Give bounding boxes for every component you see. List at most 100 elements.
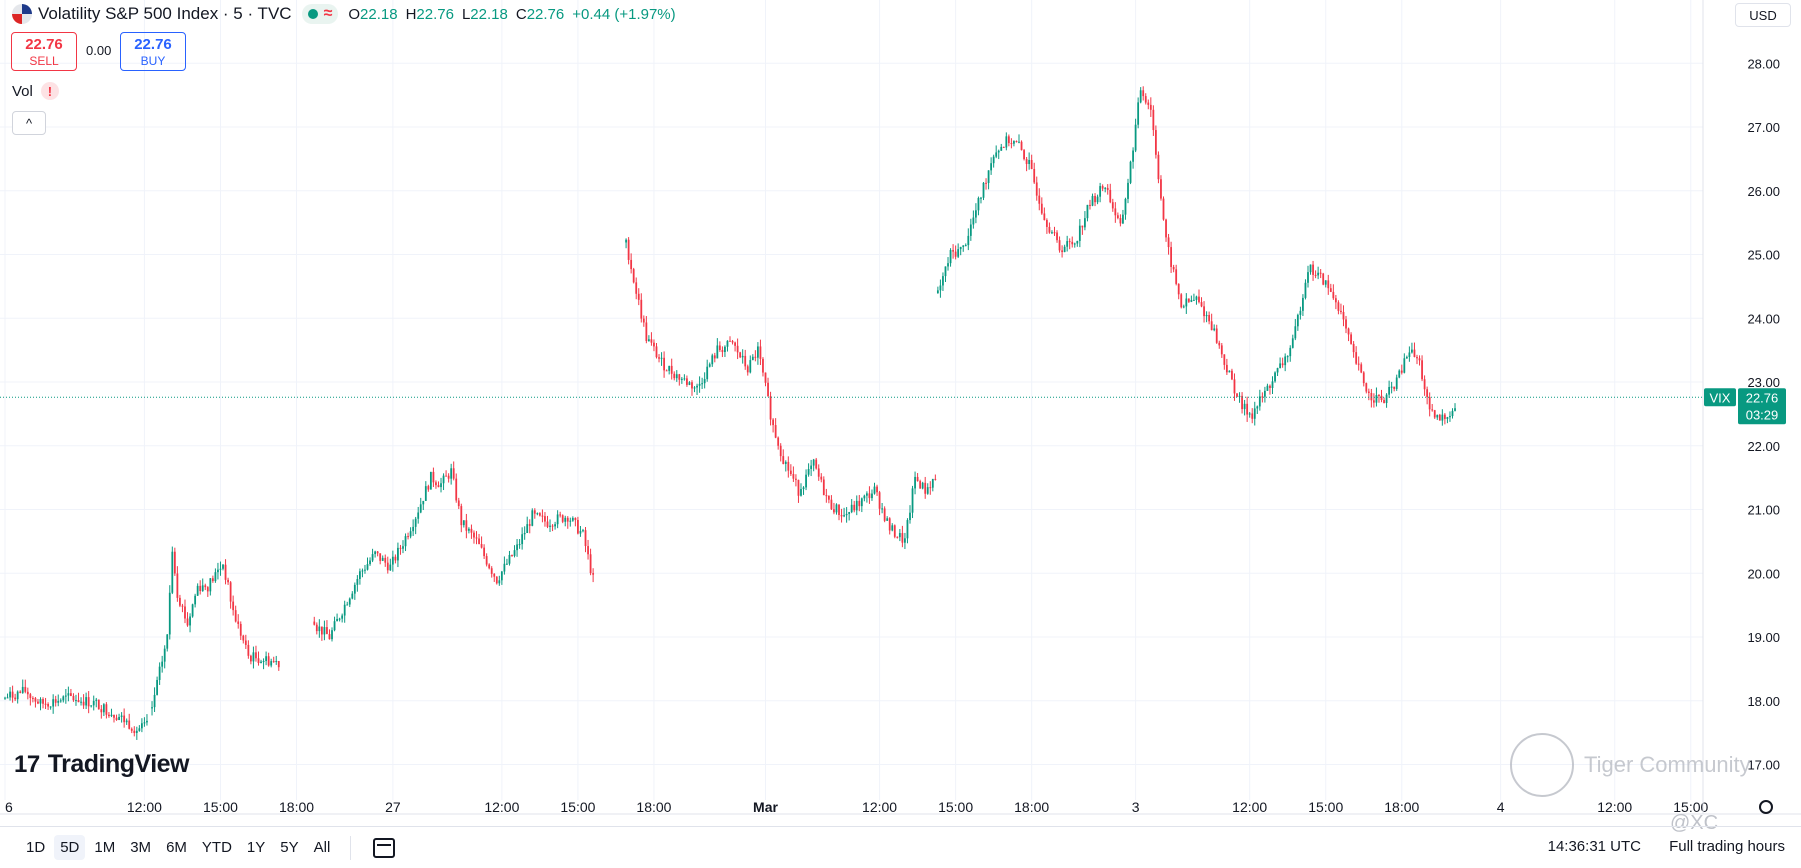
candle-body [369, 560, 371, 565]
market-status[interactable]: ≈ [301, 4, 339, 24]
candle-body [805, 474, 807, 488]
candle-body [909, 512, 911, 521]
candle-body [341, 615, 344, 619]
range-5y-button[interactable]: 5Y [280, 839, 299, 856]
candle-body [506, 563, 508, 565]
candle-body [19, 691, 22, 693]
candlestick [374, 550, 377, 558]
candle-body [1139, 90, 1142, 103]
candle-body [267, 656, 270, 666]
range-1m-button[interactable]: 1M [94, 839, 116, 856]
collapse-indicators-button[interactable]: ^ [12, 111, 46, 135]
candle-body [120, 715, 123, 717]
candlestick [774, 418, 777, 439]
candle-body [447, 475, 450, 479]
candlestick [764, 372, 767, 387]
candlestick [445, 470, 447, 477]
candlestick [1373, 393, 1375, 408]
candlestick [90, 705, 93, 708]
currency-selector[interactable]: USD [1735, 3, 1791, 27]
range-ytd-button[interactable]: YTD [201, 839, 232, 856]
candlestick [237, 614, 240, 629]
candlestick [625, 238, 627, 249]
volume-indicator[interactable]: Vol ! [12, 82, 59, 100]
candlestick [1350, 332, 1352, 345]
candle-body [1223, 354, 1226, 365]
sell-button[interactable]: 22.76 SELL [11, 32, 77, 71]
candlestick [546, 515, 549, 529]
tiger-logo-icon [1510, 733, 1574, 797]
candlestick [1005, 132, 1008, 151]
candlestick [1010, 138, 1013, 149]
candlestick [561, 514, 564, 524]
range-1y-button[interactable]: 1Y [246, 839, 266, 856]
candlestick [736, 338, 739, 360]
candlestick [1258, 389, 1261, 411]
candle-body [275, 660, 278, 662]
candlestick [876, 484, 878, 496]
candlestick [158, 662, 161, 685]
candlestick [211, 575, 214, 583]
candlestick [146, 714, 148, 726]
candle-body [242, 635, 245, 641]
candle-body [338, 618, 341, 620]
candle-body [328, 634, 331, 640]
candle-body [1033, 168, 1036, 183]
x-tick-label: 18:00 [636, 799, 671, 815]
candle-body [718, 345, 721, 351]
candle-body [587, 546, 589, 555]
tradingview-logo[interactable]: 17 TradingView [14, 750, 190, 779]
session-selector[interactable]: Full trading hours [1669, 838, 1785, 855]
market-open-icon [307, 9, 318, 19]
candlestick [100, 705, 103, 719]
range-3m-button[interactable]: 3M [130, 839, 152, 856]
candle-body [746, 366, 749, 373]
candle-body [987, 170, 990, 183]
candle-body [262, 661, 265, 663]
candlestick [1319, 269, 1322, 279]
candlestick [1035, 176, 1038, 201]
candle-body [1236, 393, 1238, 397]
candlestick [1084, 211, 1086, 231]
range-all-button[interactable]: All [313, 839, 331, 856]
warning-icon[interactable]: ! [40, 82, 59, 100]
candlestick [21, 679, 24, 694]
symbol-title[interactable]: Volatility S&P 500 Index · 5 · TVC [38, 4, 292, 23]
range-5d-button[interactable]: 5D [54, 835, 86, 860]
settings-gear-icon[interactable] [1759, 800, 1773, 814]
candle-body [1373, 400, 1375, 403]
candlestick [1134, 118, 1137, 153]
candle-body [1063, 246, 1066, 253]
candlestick [919, 479, 922, 489]
candlestick [272, 656, 275, 663]
bar-countdown: 03:29 [1746, 407, 1779, 422]
candle-body [1411, 349, 1413, 353]
candle-body [1433, 410, 1436, 418]
candlestick [911, 485, 914, 519]
candle-body [891, 525, 894, 531]
candlestick [523, 526, 526, 540]
price-chart[interactable]: 17.00 18.00 19.00 20.00 21.00 22.00 23.00 24.00… [0, 0, 1801, 826]
candle-body [402, 546, 404, 549]
candle-body [1010, 143, 1013, 145]
candle-body [1154, 130, 1157, 155]
candle-body [734, 342, 736, 346]
utc-clock[interactable]: 14:36:31 UTC [1547, 838, 1641, 855]
candlestick [39, 697, 42, 711]
candlestick [1180, 293, 1183, 309]
candle-body [592, 573, 595, 575]
candle-body [544, 516, 546, 522]
candle-body [1053, 232, 1056, 234]
candle-body [1322, 273, 1325, 285]
candle-body [789, 470, 792, 475]
range-1d-button[interactable]: 1D [26, 839, 46, 856]
buy-button[interactable]: 22.76 BUY [120, 32, 186, 71]
range-6m-button[interactable]: 6M [166, 839, 187, 856]
candlestick [184, 599, 186, 624]
candle-body [871, 493, 873, 499]
calendar-icon[interactable] [373, 837, 396, 858]
candlestick [1198, 289, 1200, 304]
candle-body [1182, 306, 1185, 308]
candlestick [901, 525, 904, 548]
candle-body [1081, 225, 1084, 228]
